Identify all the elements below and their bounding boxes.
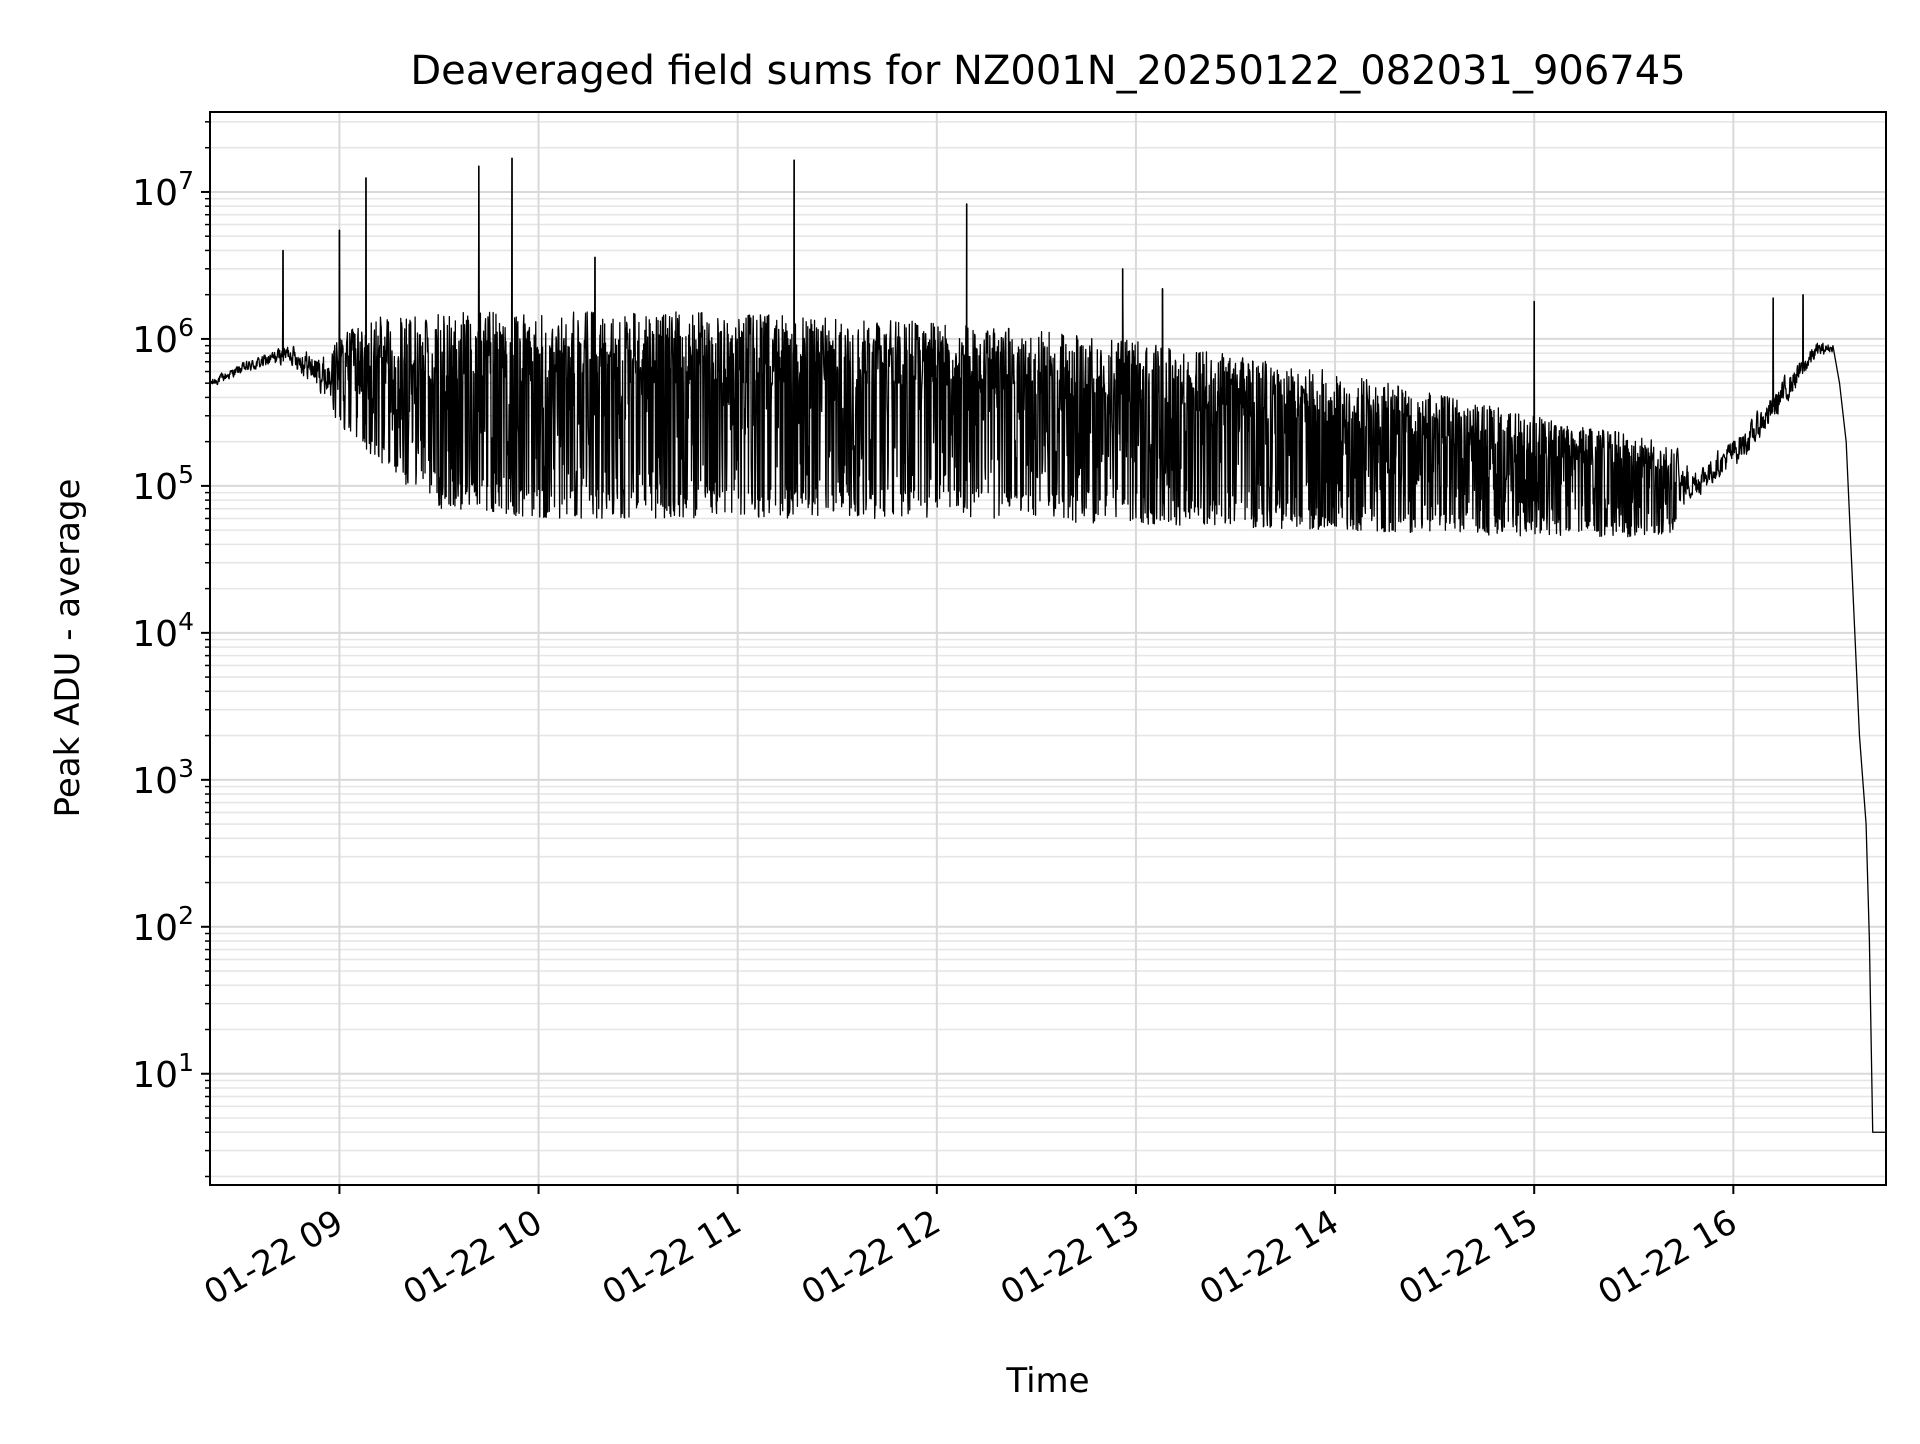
x-tick-label: 01-22 16 [1591, 1202, 1743, 1313]
grid-lines [210, 112, 1886, 1185]
y-tick-label: 107 [132, 166, 194, 214]
y-tick-label: 106 [132, 313, 194, 361]
axis-ticks: 101 102 103 104 105 106 107 01-22 09 01-22 10 01-… [132, 121, 1744, 1313]
x-axis-title: Time [1005, 1361, 1089, 1401]
x-tick-label: 01-22 09 [198, 1202, 350, 1313]
y-axis-title: Peak ADU - average [48, 479, 88, 818]
y-tick-label: 103 [132, 754, 194, 802]
x-tick-label: 01-22 14 [1193, 1202, 1345, 1313]
series-line [209, 157, 1886, 1133]
series-layer [209, 157, 1886, 1133]
x-tick-label: 01-22 11 [596, 1202, 748, 1313]
x-tick-label: 01-22 10 [397, 1202, 549, 1313]
x-tick-label: 01-22 12 [795, 1202, 947, 1313]
plot-frame [209, 111, 1887, 1186]
y-tick-label: 101 [132, 1048, 194, 1096]
y-tick-label: 102 [132, 901, 194, 949]
x-tick-label: 01-22 15 [1392, 1202, 1544, 1313]
x-tick-label: 01-22 13 [994, 1202, 1146, 1313]
chart-title: Deaveraged field sums for NZ001N_2025012… [410, 48, 1685, 94]
y-tick-label: 105 [132, 460, 194, 508]
y-tick-label: 104 [132, 607, 194, 655]
